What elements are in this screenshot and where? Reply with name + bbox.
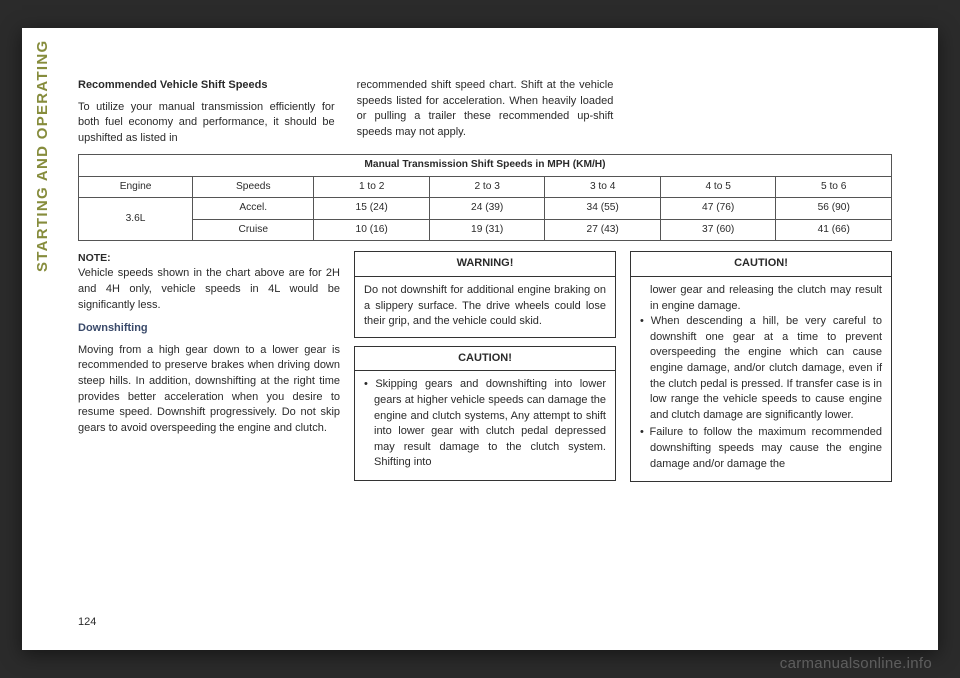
table-row: Cruise 10 (16) 19 (31) 27 (43) 37 (60) 4…	[79, 219, 892, 240]
table-cell: 41 (66)	[776, 219, 892, 240]
table-cell: 34 (55)	[545, 198, 661, 219]
downshifting-heading: Downshifting	[78, 321, 340, 337]
page-number: 124	[78, 616, 96, 628]
table-title: Manual Transmission Shift Speeds in MPH …	[79, 155, 892, 176]
table-header: Speeds	[193, 176, 314, 197]
top-col-mid: recommended shift speed chart. Shift at …	[357, 78, 614, 146]
top-col-left: Recommended Vehicle Shift Speeds To util…	[78, 78, 335, 146]
intro-para-right: recommended shift speed chart. Shift at …	[357, 78, 614, 140]
page: STARTING AND OPERATING Recommended Vehic…	[22, 28, 938, 650]
watermark: carmanualsonline.info	[780, 655, 932, 672]
table-cell: Cruise	[193, 219, 314, 240]
table-cell: Accel.	[193, 198, 314, 219]
warning-title: WARNING!	[355, 252, 615, 277]
top-col-right-filler	[635, 78, 892, 146]
caution-list-1: Skipping gears and downshifting into low…	[364, 377, 606, 471]
bottom-col-left: NOTE: Vehicle speeds shown in the chart …	[78, 251, 340, 490]
table-header-row: Engine Speeds 1 to 2 2 to 3 3 to 4 4 to …	[79, 176, 892, 197]
top-columns: Recommended Vehicle Shift Speeds To util…	[78, 78, 892, 146]
bottom-col-right: CAUTION! lower gear and releasing the cl…	[630, 251, 892, 490]
table-row: 3.6L Accel. 15 (24) 24 (39) 34 (55) 47 (…	[79, 198, 892, 219]
table-cell: 24 (39)	[429, 198, 545, 219]
engine-cell: 3.6L	[79, 198, 193, 241]
caution-list-2: When descending a hill, be very careful …	[640, 314, 882, 472]
table-header: Engine	[79, 176, 193, 197]
caution-item: Failure to follow the maximum recommende…	[640, 425, 882, 472]
caution-title-2: CAUTION!	[631, 252, 891, 277]
caution-cont-text: lower gear and releasing the clutch may …	[640, 283, 882, 314]
table-header: 5 to 6	[776, 176, 892, 197]
table-cell: 47 (76)	[660, 198, 776, 219]
table-header: 4 to 5	[660, 176, 776, 197]
table-cell: 15 (24)	[314, 198, 430, 219]
caution-item: Skipping gears and downshifting into low…	[364, 377, 606, 471]
shift-speeds-table: Manual Transmission Shift Speeds in MPH …	[78, 154, 892, 241]
bottom-col-mid: WARNING! Do not downshift for additional…	[354, 251, 616, 490]
table-cell: 56 (90)	[776, 198, 892, 219]
caution-box-2: CAUTION! lower gear and releasing the cl…	[630, 251, 892, 482]
table-cell: 37 (60)	[660, 219, 776, 240]
table-cell: 27 (43)	[545, 219, 661, 240]
table-header: 3 to 4	[545, 176, 661, 197]
caution-title-1: CAUTION!	[355, 347, 615, 372]
bottom-columns: NOTE: Vehicle speeds shown in the chart …	[78, 251, 892, 490]
warning-box: WARNING! Do not downshift for additional…	[354, 251, 616, 337]
warning-text: Do not downshift for additional engine b…	[364, 283, 606, 330]
downshifting-text: Moving from a high gear down to a lower …	[78, 343, 340, 437]
table-header: 2 to 3	[429, 176, 545, 197]
table-cell: 10 (16)	[314, 219, 430, 240]
content-area: Recommended Vehicle Shift Speeds To util…	[78, 78, 892, 614]
table-cell: 19 (31)	[429, 219, 545, 240]
table-header: 1 to 2	[314, 176, 430, 197]
section-heading: Recommended Vehicle Shift Speeds	[78, 78, 335, 94]
caution-item: When descending a hill, be very careful …	[640, 314, 882, 423]
caution-box-1: CAUTION! Skipping gears and downshifting…	[354, 346, 616, 481]
intro-para-left: To utilize your manual transmission effi…	[78, 100, 335, 147]
note-text: Vehicle speeds shown in the chart above …	[78, 266, 340, 313]
note-label: NOTE:	[78, 251, 340, 266]
section-label: STARTING AND OPERATING	[34, 40, 51, 272]
